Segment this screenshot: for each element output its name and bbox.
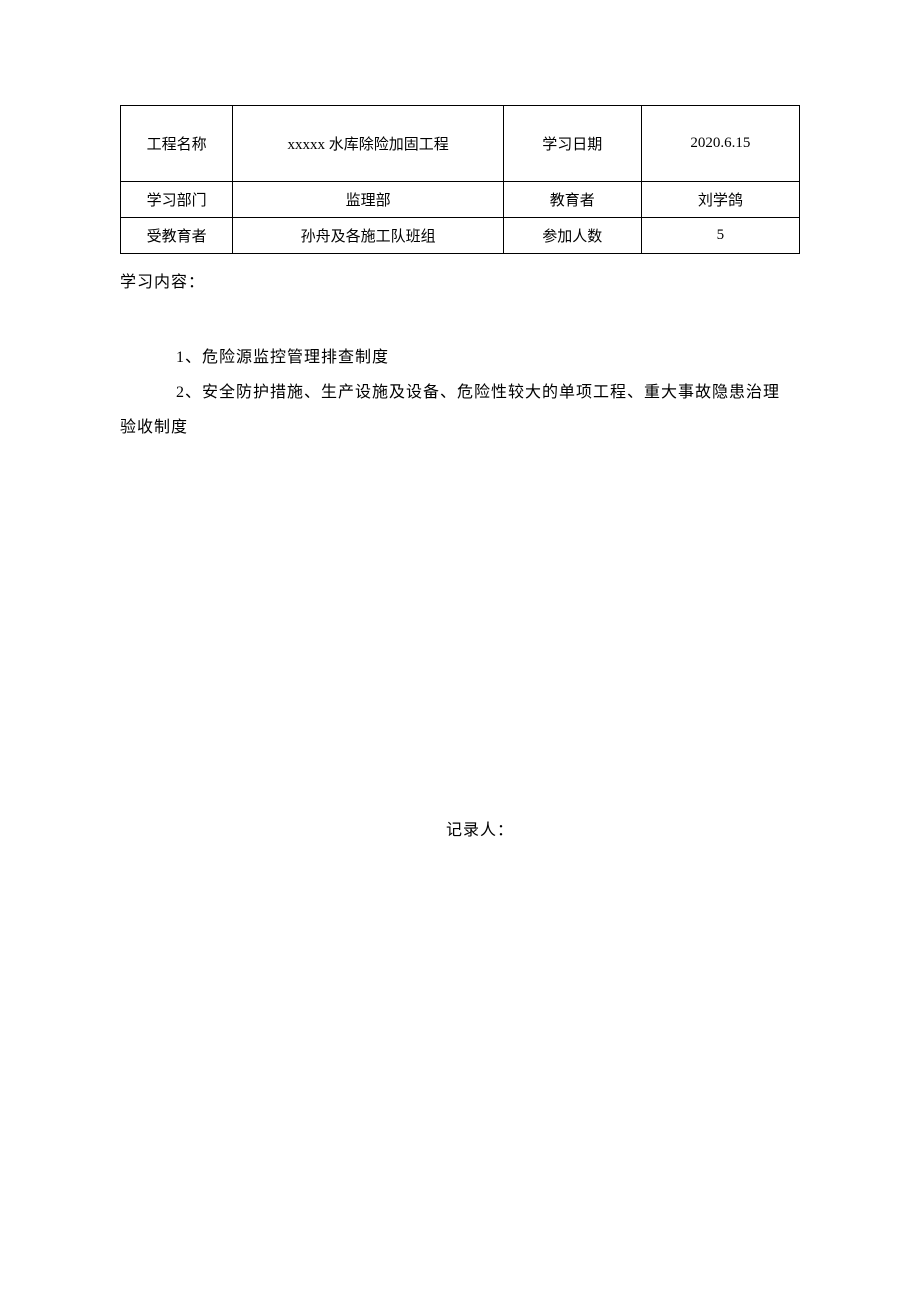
table-row: 受教育者 孙舟及各施工队班组 参加人数 5 xyxy=(121,218,800,254)
project-name-label: 工程名称 xyxy=(121,106,233,182)
info-table: 工程名称 xxxxx 水库除险加固工程 学习日期 2020.6.15 学习部门 … xyxy=(120,105,800,254)
table-row: 学习部门 监理部 教育者 刘学鸽 xyxy=(121,182,800,218)
content-item-2-line1: 2、安全防护措施、生产设施及设备、危险性较大的单项工程、重大事故隐患治理 xyxy=(120,375,800,410)
content-item-2-line2: 验收制度 xyxy=(120,410,800,445)
participants-label: 参加人数 xyxy=(503,218,641,254)
recorder-label: 记录人： xyxy=(120,816,800,840)
educated-label: 受教育者 xyxy=(121,218,233,254)
educated-value: 孙舟及各施工队班组 xyxy=(233,218,504,254)
content-body: 1、危险源监控管理排查制度 2、安全防护措施、生产设施及设备、危险性较大的单项工… xyxy=(120,340,800,446)
participants-value: 5 xyxy=(641,218,799,254)
study-dept-label: 学习部门 xyxy=(121,182,233,218)
study-date-value: 2020.6.15 xyxy=(641,106,799,182)
study-date-label: 学习日期 xyxy=(503,106,641,182)
content-label: 学习内容： xyxy=(120,268,800,292)
educator-value: 刘学鸽 xyxy=(641,182,799,218)
educator-label: 教育者 xyxy=(503,182,641,218)
study-dept-value: 监理部 xyxy=(233,182,504,218)
table-row: 工程名称 xxxxx 水库除险加固工程 学习日期 2020.6.15 xyxy=(121,106,800,182)
content-item-1: 1、危险源监控管理排查制度 xyxy=(120,340,800,375)
project-name-value: xxxxx 水库除险加固工程 xyxy=(233,106,504,182)
